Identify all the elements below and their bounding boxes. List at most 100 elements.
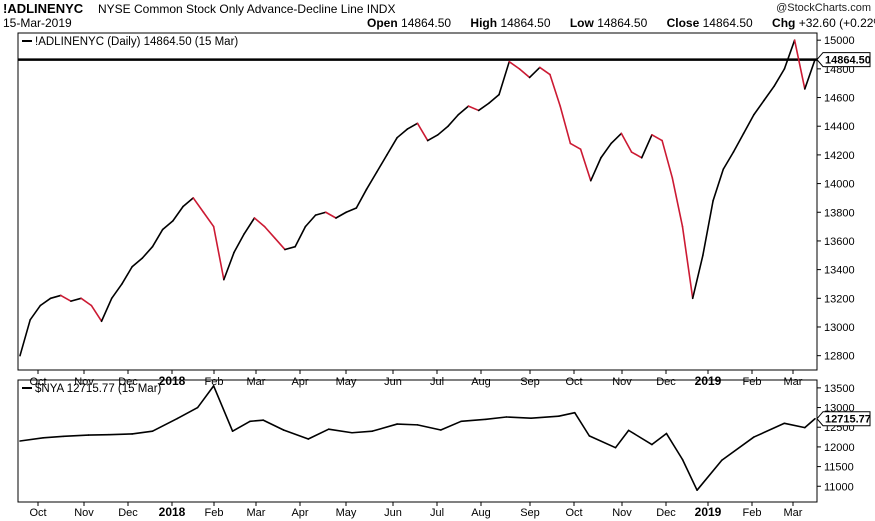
x-tick-label: 2018 (159, 505, 186, 519)
series-segment (335, 211, 347, 219)
x-tick-label: Apr (291, 507, 308, 519)
series-segment (416, 424, 442, 431)
series-segment (151, 228, 164, 248)
chart-symbol: !ADLINENYC (3, 1, 84, 16)
series-segment (202, 211, 215, 228)
series-segment (365, 171, 378, 191)
series-segment (528, 66, 541, 79)
x-tick-label: Dec (118, 376, 138, 388)
series-segment (600, 142, 612, 159)
series-segment (307, 428, 330, 440)
series-segment (249, 419, 264, 423)
series-segment (131, 430, 154, 435)
series-segment (192, 197, 205, 214)
series-segment (439, 420, 462, 431)
series-segment (691, 254, 704, 300)
x-tick-label: 2019 (695, 505, 722, 519)
series-segment (426, 134, 439, 142)
series-segment (557, 411, 576, 418)
legend-label: $NYA 12715.77 (15 Mar) (35, 383, 162, 395)
series-segment (131, 257, 144, 268)
series-segment (314, 211, 327, 216)
series-segment (640, 134, 653, 159)
series-segment (681, 458, 698, 491)
series-segment (121, 265, 133, 285)
series-segment (90, 304, 103, 323)
ohlc-readout: Open 14864.50 High 14864.50 Low 14864.50… (367, 16, 875, 30)
series-segment (722, 151, 735, 171)
series-segment (253, 217, 266, 228)
series-segment (304, 214, 317, 228)
series-segment (696, 459, 723, 491)
panel-frame (17, 32, 818, 371)
series-segment (732, 132, 745, 153)
series-segment (141, 245, 154, 259)
series-segment (804, 417, 816, 429)
x-tick-label: Dec (656, 376, 676, 388)
x-tick-label: Oct (565, 376, 582, 388)
series-segment (457, 105, 470, 116)
series-segment (477, 102, 490, 112)
series-segment (212, 225, 225, 281)
series-segment (671, 177, 684, 228)
x-tick-label: Nov (74, 507, 94, 519)
x-tick-label: Jul (430, 376, 444, 388)
series-segment (773, 68, 786, 87)
series-segment (783, 422, 806, 429)
series-segment (351, 430, 374, 434)
y-tick-label: 11500 (824, 462, 854, 474)
series-segment (355, 188, 368, 209)
series-segment (588, 435, 617, 449)
series-segment (498, 60, 511, 96)
x-tick-label: Oct (29, 376, 46, 388)
series-segment (371, 423, 398, 432)
y-tick-label: 14400 (824, 121, 855, 133)
series-segment (243, 217, 256, 235)
series-segment (485, 416, 508, 421)
series-segment (620, 132, 633, 153)
series-segment (274, 237, 286, 251)
series-segment (579, 148, 592, 182)
series-segment (263, 225, 276, 239)
series-segment (702, 199, 714, 257)
x-tick-label: May (336, 376, 357, 388)
last-value-label: 14864.50 (825, 55, 871, 67)
series-segment (804, 58, 816, 90)
series-segment (233, 232, 246, 254)
series-segment (573, 411, 591, 437)
series-segment (49, 294, 62, 300)
series-segment (505, 416, 532, 419)
series-segment (681, 225, 694, 300)
x-tick-label: Mar (784, 507, 803, 519)
y-tick-label: 15000 (824, 35, 855, 47)
x-tick-label: Oct (565, 507, 582, 519)
series-segment (19, 437, 45, 442)
series-segment (753, 422, 786, 438)
series-segment (460, 418, 487, 423)
x-tick-label: Feb (205, 507, 224, 519)
close-value: 14864.50 (702, 16, 753, 30)
series-segment (161, 220, 174, 231)
series-segment (651, 432, 668, 446)
series-segment (212, 385, 234, 432)
series-segment (62, 434, 90, 438)
y-tick-label: 14200 (824, 150, 855, 162)
series-segment (396, 423, 419, 426)
x-tick-label: Sep (520, 376, 540, 388)
series-segment (100, 297, 113, 323)
chart-date: 15-Mar-2019 (3, 16, 72, 30)
series-segment (763, 85, 776, 102)
series-segment (196, 385, 215, 409)
series-segment (518, 68, 531, 79)
x-tick-label: Feb (743, 376, 762, 388)
x-tick-label: 2018 (159, 374, 186, 388)
series-segment (70, 297, 82, 302)
y-tick-label: 12800 (824, 351, 855, 363)
series-segment (406, 122, 419, 130)
y-tick-label: 12000 (824, 442, 855, 454)
series-segment (630, 151, 643, 159)
legend-label: !ADLINENYC (Daily) 14864.50 (15 Mar) (35, 36, 238, 48)
y-tick-label: 11000 (824, 481, 854, 493)
y-tick-label: 14000 (824, 179, 855, 191)
